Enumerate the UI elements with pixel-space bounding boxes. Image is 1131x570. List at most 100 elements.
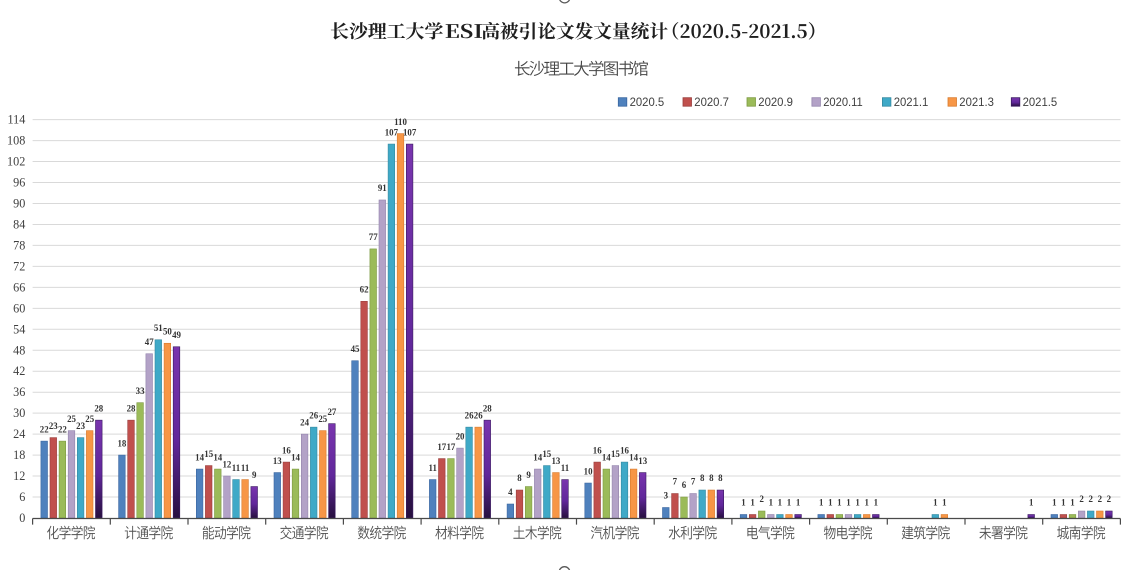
svg-text:49: 49 [172, 330, 181, 340]
svg-text:90: 90 [13, 196, 25, 210]
svg-text:14: 14 [602, 452, 611, 462]
svg-text:72: 72 [13, 259, 25, 273]
svg-text:1: 1 [1029, 498, 1033, 508]
svg-text:66: 66 [13, 280, 25, 294]
svg-text:23: 23 [76, 421, 85, 431]
svg-text:18: 18 [13, 448, 25, 462]
svg-text:1: 1 [741, 498, 745, 508]
svg-text:10: 10 [584, 466, 593, 476]
svg-text:15: 15 [611, 449, 620, 459]
svg-text:22: 22 [40, 424, 49, 434]
svg-text:28: 28 [127, 403, 136, 413]
svg-text:24: 24 [13, 427, 25, 441]
svg-text:28: 28 [94, 403, 103, 413]
svg-text:2020.5: 2020.5 [630, 95, 665, 109]
svg-text:16: 16 [593, 445, 602, 455]
svg-text:6: 6 [682, 480, 687, 490]
svg-text:12: 12 [13, 469, 25, 483]
svg-text:30: 30 [13, 406, 25, 420]
svg-text:1: 1 [769, 498, 773, 508]
svg-text:11: 11 [232, 463, 240, 473]
svg-text:14: 14 [291, 452, 300, 462]
svg-text:1: 1 [855, 498, 859, 508]
svg-text:42: 42 [13, 364, 25, 378]
svg-text:1: 1 [942, 498, 946, 508]
svg-text:1: 1 [1061, 498, 1065, 508]
svg-text:1: 1 [828, 498, 832, 508]
svg-text:25: 25 [67, 414, 76, 424]
svg-text:107: 107 [385, 127, 399, 137]
svg-text:84: 84 [13, 217, 25, 231]
svg-text:50: 50 [163, 326, 172, 336]
svg-text:24: 24 [300, 417, 309, 427]
svg-text:11: 11 [429, 463, 437, 473]
svg-text:14: 14 [629, 452, 638, 462]
svg-text:26: 26 [465, 410, 474, 420]
svg-text:25: 25 [85, 414, 94, 424]
svg-text:33: 33 [136, 386, 145, 396]
svg-text:1: 1 [837, 498, 841, 508]
svg-text:11: 11 [241, 463, 249, 473]
svg-text:26: 26 [309, 410, 318, 420]
svg-text:2: 2 [1107, 494, 1112, 504]
svg-text:1: 1 [846, 498, 850, 508]
svg-text:27: 27 [327, 407, 336, 417]
svg-text:7: 7 [691, 477, 696, 487]
svg-text:8: 8 [718, 473, 723, 483]
svg-text:78: 78 [13, 238, 25, 252]
svg-text:2020.11: 2020.11 [823, 95, 863, 109]
svg-text:2021.3: 2021.3 [959, 95, 994, 109]
svg-text:1: 1 [933, 498, 937, 508]
svg-text:107: 107 [403, 127, 417, 137]
svg-text:13: 13 [273, 456, 282, 466]
svg-text:1: 1 [787, 498, 791, 508]
svg-text:60: 60 [13, 301, 25, 315]
svg-text:77: 77 [369, 232, 378, 242]
svg-text:2020.9: 2020.9 [758, 95, 793, 109]
svg-text:3: 3 [664, 491, 669, 501]
svg-text:16: 16 [282, 445, 291, 455]
svg-text:48: 48 [13, 343, 25, 357]
svg-text:62: 62 [360, 285, 369, 295]
svg-text:0: 0 [19, 511, 25, 525]
svg-text:8: 8 [700, 473, 705, 483]
svg-text:1: 1 [874, 498, 878, 508]
svg-text:2: 2 [1079, 494, 1084, 504]
svg-text:2: 2 [759, 494, 764, 504]
svg-text:2021.5: 2021.5 [1023, 95, 1058, 109]
svg-text:47: 47 [145, 337, 154, 347]
svg-text:45: 45 [351, 344, 360, 354]
svg-text:9: 9 [252, 470, 257, 480]
svg-text:14: 14 [213, 452, 222, 462]
svg-text:20: 20 [456, 431, 465, 441]
svg-text:114: 114 [7, 113, 25, 127]
svg-text:22: 22 [58, 424, 67, 434]
svg-text:96: 96 [13, 176, 25, 190]
svg-text:15: 15 [204, 449, 213, 459]
svg-text:6: 6 [19, 490, 25, 504]
svg-text:9: 9 [526, 470, 531, 480]
svg-text:1: 1 [1052, 498, 1056, 508]
svg-text:13: 13 [551, 456, 560, 466]
svg-text:12: 12 [222, 459, 231, 469]
svg-text:1: 1 [864, 498, 868, 508]
svg-text:8: 8 [517, 473, 522, 483]
svg-text:1: 1 [796, 498, 800, 508]
svg-text:7: 7 [673, 477, 678, 487]
svg-text:14: 14 [195, 452, 204, 462]
svg-text:25: 25 [318, 414, 327, 424]
svg-text:108: 108 [7, 134, 25, 148]
svg-text:2020.7: 2020.7 [694, 95, 729, 109]
svg-text:11: 11 [561, 463, 569, 473]
svg-text:28: 28 [483, 403, 492, 413]
svg-text:1: 1 [1070, 498, 1074, 508]
svg-text:1: 1 [750, 498, 754, 508]
svg-text:54: 54 [13, 322, 25, 336]
svg-text:1: 1 [778, 498, 782, 508]
svg-text:23: 23 [49, 421, 58, 431]
svg-text:13: 13 [638, 456, 647, 466]
svg-text:17: 17 [446, 442, 455, 452]
svg-text:18: 18 [117, 438, 126, 448]
svg-text:2: 2 [1098, 494, 1103, 504]
svg-text:17: 17 [437, 442, 446, 452]
